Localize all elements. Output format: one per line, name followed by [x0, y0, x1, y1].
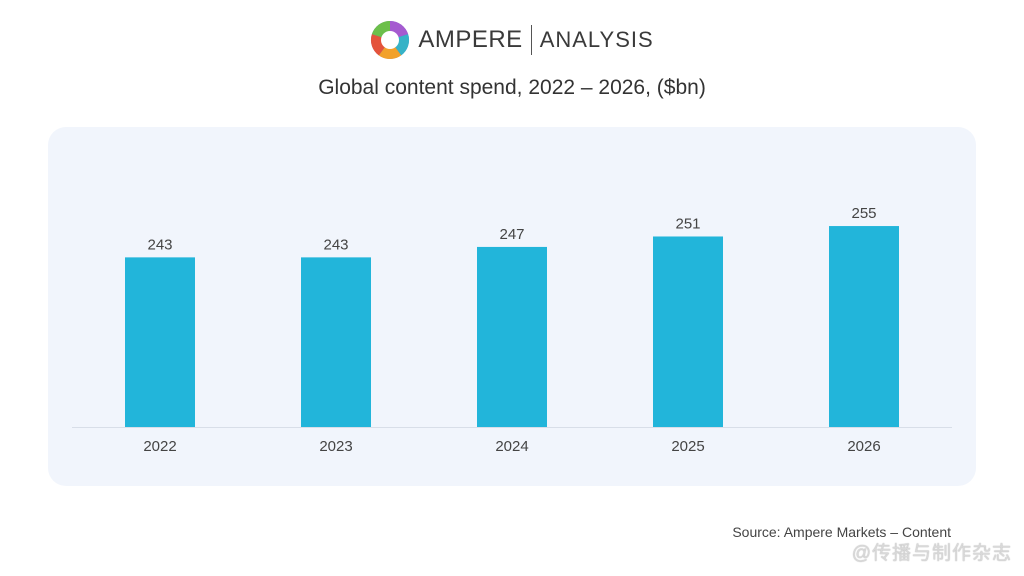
x-tick-label-2022: 2022: [143, 438, 176, 455]
bar-2024: [477, 246, 547, 427]
brand-name-analysis: ANALYSIS: [539, 27, 654, 52]
bar-chart: 243 2022 243 2023 247 2024 251 2025 255 2026: [72, 205, 952, 455]
x-tick-label-2023: 2023: [319, 438, 352, 455]
bar-2025: [653, 236, 723, 427]
brand-divider: [530, 25, 532, 55]
bar-2026: [829, 226, 899, 427]
source-note: Source: Ampere Markets – Content: [732, 524, 951, 540]
brand-logo: AMPERE ANALYSIS: [0, 18, 1024, 62]
data-label-2026: 255: [851, 205, 876, 222]
chart-panel: 243 2022 243 2023 247 2024 251 2025 255 2026: [48, 127, 976, 486]
brand-name-ampere: AMPERE: [418, 26, 523, 53]
data-label-2022: 243: [147, 236, 172, 253]
x-tick-label-2025: 2025: [671, 438, 704, 455]
watermark: @传播与制作杂志: [851, 543, 1012, 564]
bar-2022: [125, 257, 195, 427]
chart-title: Global content spend, 2022 – 2026, ($bn): [318, 76, 706, 99]
data-label-2024: 247: [499, 226, 524, 243]
x-tick-label-2024: 2024: [495, 438, 528, 455]
data-label-2025: 251: [675, 215, 700, 232]
x-tick-label-2026: 2026: [847, 438, 880, 455]
data-label-2023: 243: [323, 236, 348, 253]
bar-2023: [301, 257, 371, 427]
ampere-logo-icon: [371, 20, 410, 60]
